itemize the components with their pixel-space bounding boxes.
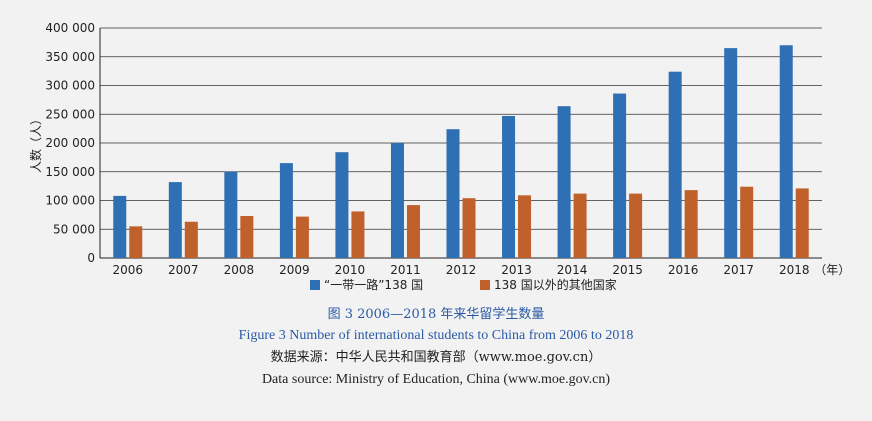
- x-tick-label: 2012: [446, 263, 477, 277]
- legend-swatch-belt-road: [310, 280, 320, 290]
- x-tick-label: 2015: [612, 263, 643, 277]
- x-tick-label: 2018: [779, 263, 810, 277]
- bar-other-2008: [240, 216, 254, 258]
- bar-belt-road-2007: [168, 182, 182, 258]
- x-tick-label: 2013: [501, 263, 532, 277]
- bar-belt-road-2008: [224, 171, 238, 258]
- y-tick-label: 150 000: [45, 165, 95, 179]
- bar-other-2012: [462, 198, 476, 258]
- bar-belt-road-2015: [613, 93, 627, 258]
- y-axis-title: 人数（人）: [28, 113, 43, 173]
- x-tick-label: 2014: [557, 263, 588, 277]
- bar-belt-road-2006: [113, 195, 127, 258]
- y-tick-label: 200 000: [45, 136, 95, 150]
- bar-other-2011: [406, 205, 420, 258]
- y-tick-label: 250 000: [45, 107, 95, 121]
- bar-chart: 0 50 000 100 000 150 000 200 000 250 000 300 0…: [28, 21, 850, 292]
- bar-other-2016: [684, 190, 698, 258]
- bar-belt-road-2018: [779, 45, 793, 258]
- data-source-en: Data source: Ministry of Education, Chin…: [261, 372, 611, 387]
- figure-title-en: Figure 3 Number of international student…: [238, 328, 634, 343]
- y-tick-label: 300 000: [45, 79, 95, 93]
- y-tick-label: 350 000: [45, 50, 95, 64]
- x-tick-label: 2006: [112, 263, 143, 277]
- legend-label: 138 国以外的其他国家: [494, 277, 617, 292]
- x-tick-label: 2009: [279, 263, 310, 277]
- y-tick-label: 0: [87, 251, 95, 265]
- y-tick-label: 50 000: [53, 222, 95, 236]
- x-tick-label: 2010: [335, 263, 366, 277]
- bar-other-2017: [740, 186, 754, 258]
- bar-other-2006: [129, 226, 143, 258]
- bar-belt-road-2017: [724, 48, 738, 258]
- bar-belt-road-2012: [446, 129, 460, 258]
- y-tick-label: 400 000: [45, 21, 95, 35]
- captions: 图 3 2006—2018 年来华留学生数量 Figure 3 Number o…: [0, 305, 872, 391]
- x-tick-label: 2008: [224, 263, 255, 277]
- legend-label: “一带一路”138 国: [324, 277, 423, 292]
- x-tick-label: 2017: [723, 263, 754, 277]
- bar-belt-road-2010: [335, 152, 349, 258]
- legend-swatch-other: [480, 280, 490, 290]
- data-source-zh: 数据来源：中华人民共和国教育部（www.moe.gov.cn）: [270, 350, 602, 365]
- bar-other-2009: [295, 216, 309, 258]
- bar-other-2015: [629, 193, 643, 258]
- x-tick-label: 2007: [168, 263, 199, 277]
- bar-belt-road-2013: [502, 115, 516, 258]
- bar-other-2010: [351, 211, 365, 258]
- bar-belt-road-2009: [279, 163, 293, 258]
- bar-belt-road-2011: [390, 143, 404, 258]
- x-tick-label: 2016: [668, 263, 699, 277]
- bar-other-2007: [184, 221, 198, 258]
- bar-other-2018: [795, 188, 809, 258]
- bar-other-2014: [573, 193, 587, 258]
- bar-belt-road-2016: [668, 71, 682, 258]
- y-tick-label: 100 000: [45, 194, 95, 208]
- bar-belt-road-2014: [557, 106, 571, 258]
- figure-title-zh: 图 3 2006—2018 年来华留学生数量: [327, 307, 545, 322]
- x-axis-unit: （年）: [814, 263, 850, 277]
- x-tick-label: 2011: [390, 263, 421, 277]
- bar-other-2013: [518, 195, 532, 258]
